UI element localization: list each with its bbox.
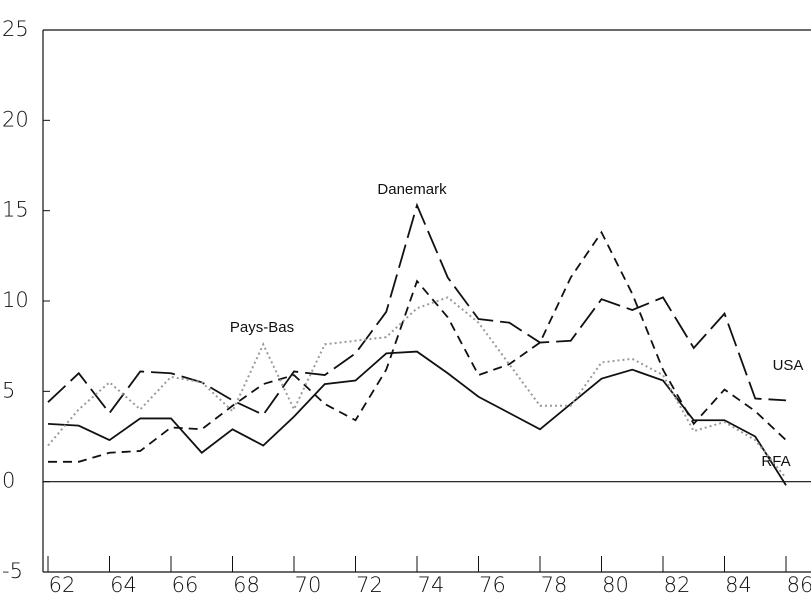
x-tick-label: 76 (479, 573, 506, 597)
x-tick-label: 82 (664, 573, 691, 597)
series-line (48, 230, 787, 463)
y-tick-label: 15 (2, 198, 29, 222)
series-line (47, 350, 787, 486)
series-line (47, 202, 787, 416)
x-tick-label: 84 (725, 573, 752, 597)
y-tick-label: 25 (2, 17, 29, 41)
x-tick-label: 66 (172, 573, 199, 597)
y-tick-label: 5 (2, 378, 15, 402)
y-tick-label: 10 (2, 288, 29, 312)
x-tick-label: 86 (787, 573, 811, 597)
series-label: Danemark (377, 181, 447, 198)
y-tick-label: 20 (2, 107, 29, 131)
series-label: Pays-Bas (230, 319, 294, 336)
y-tick-label: -5 (2, 559, 23, 583)
x-tick-label: 70 (295, 573, 322, 597)
x-tick-label: 72 (356, 573, 383, 597)
series-label: USA (773, 357, 804, 374)
x-tick-label: 78 (541, 573, 568, 597)
x-tick-label: 62 (49, 573, 76, 597)
series-label: RFA (761, 453, 790, 470)
x-tick-label: 68 (233, 573, 260, 597)
x-tick-label: 74 (418, 573, 445, 597)
x-tick-label: 64 (110, 573, 137, 597)
x-tick-label: 80 (602, 573, 629, 597)
series-line (47, 296, 787, 479)
y-tick-label: 0 (2, 469, 15, 493)
